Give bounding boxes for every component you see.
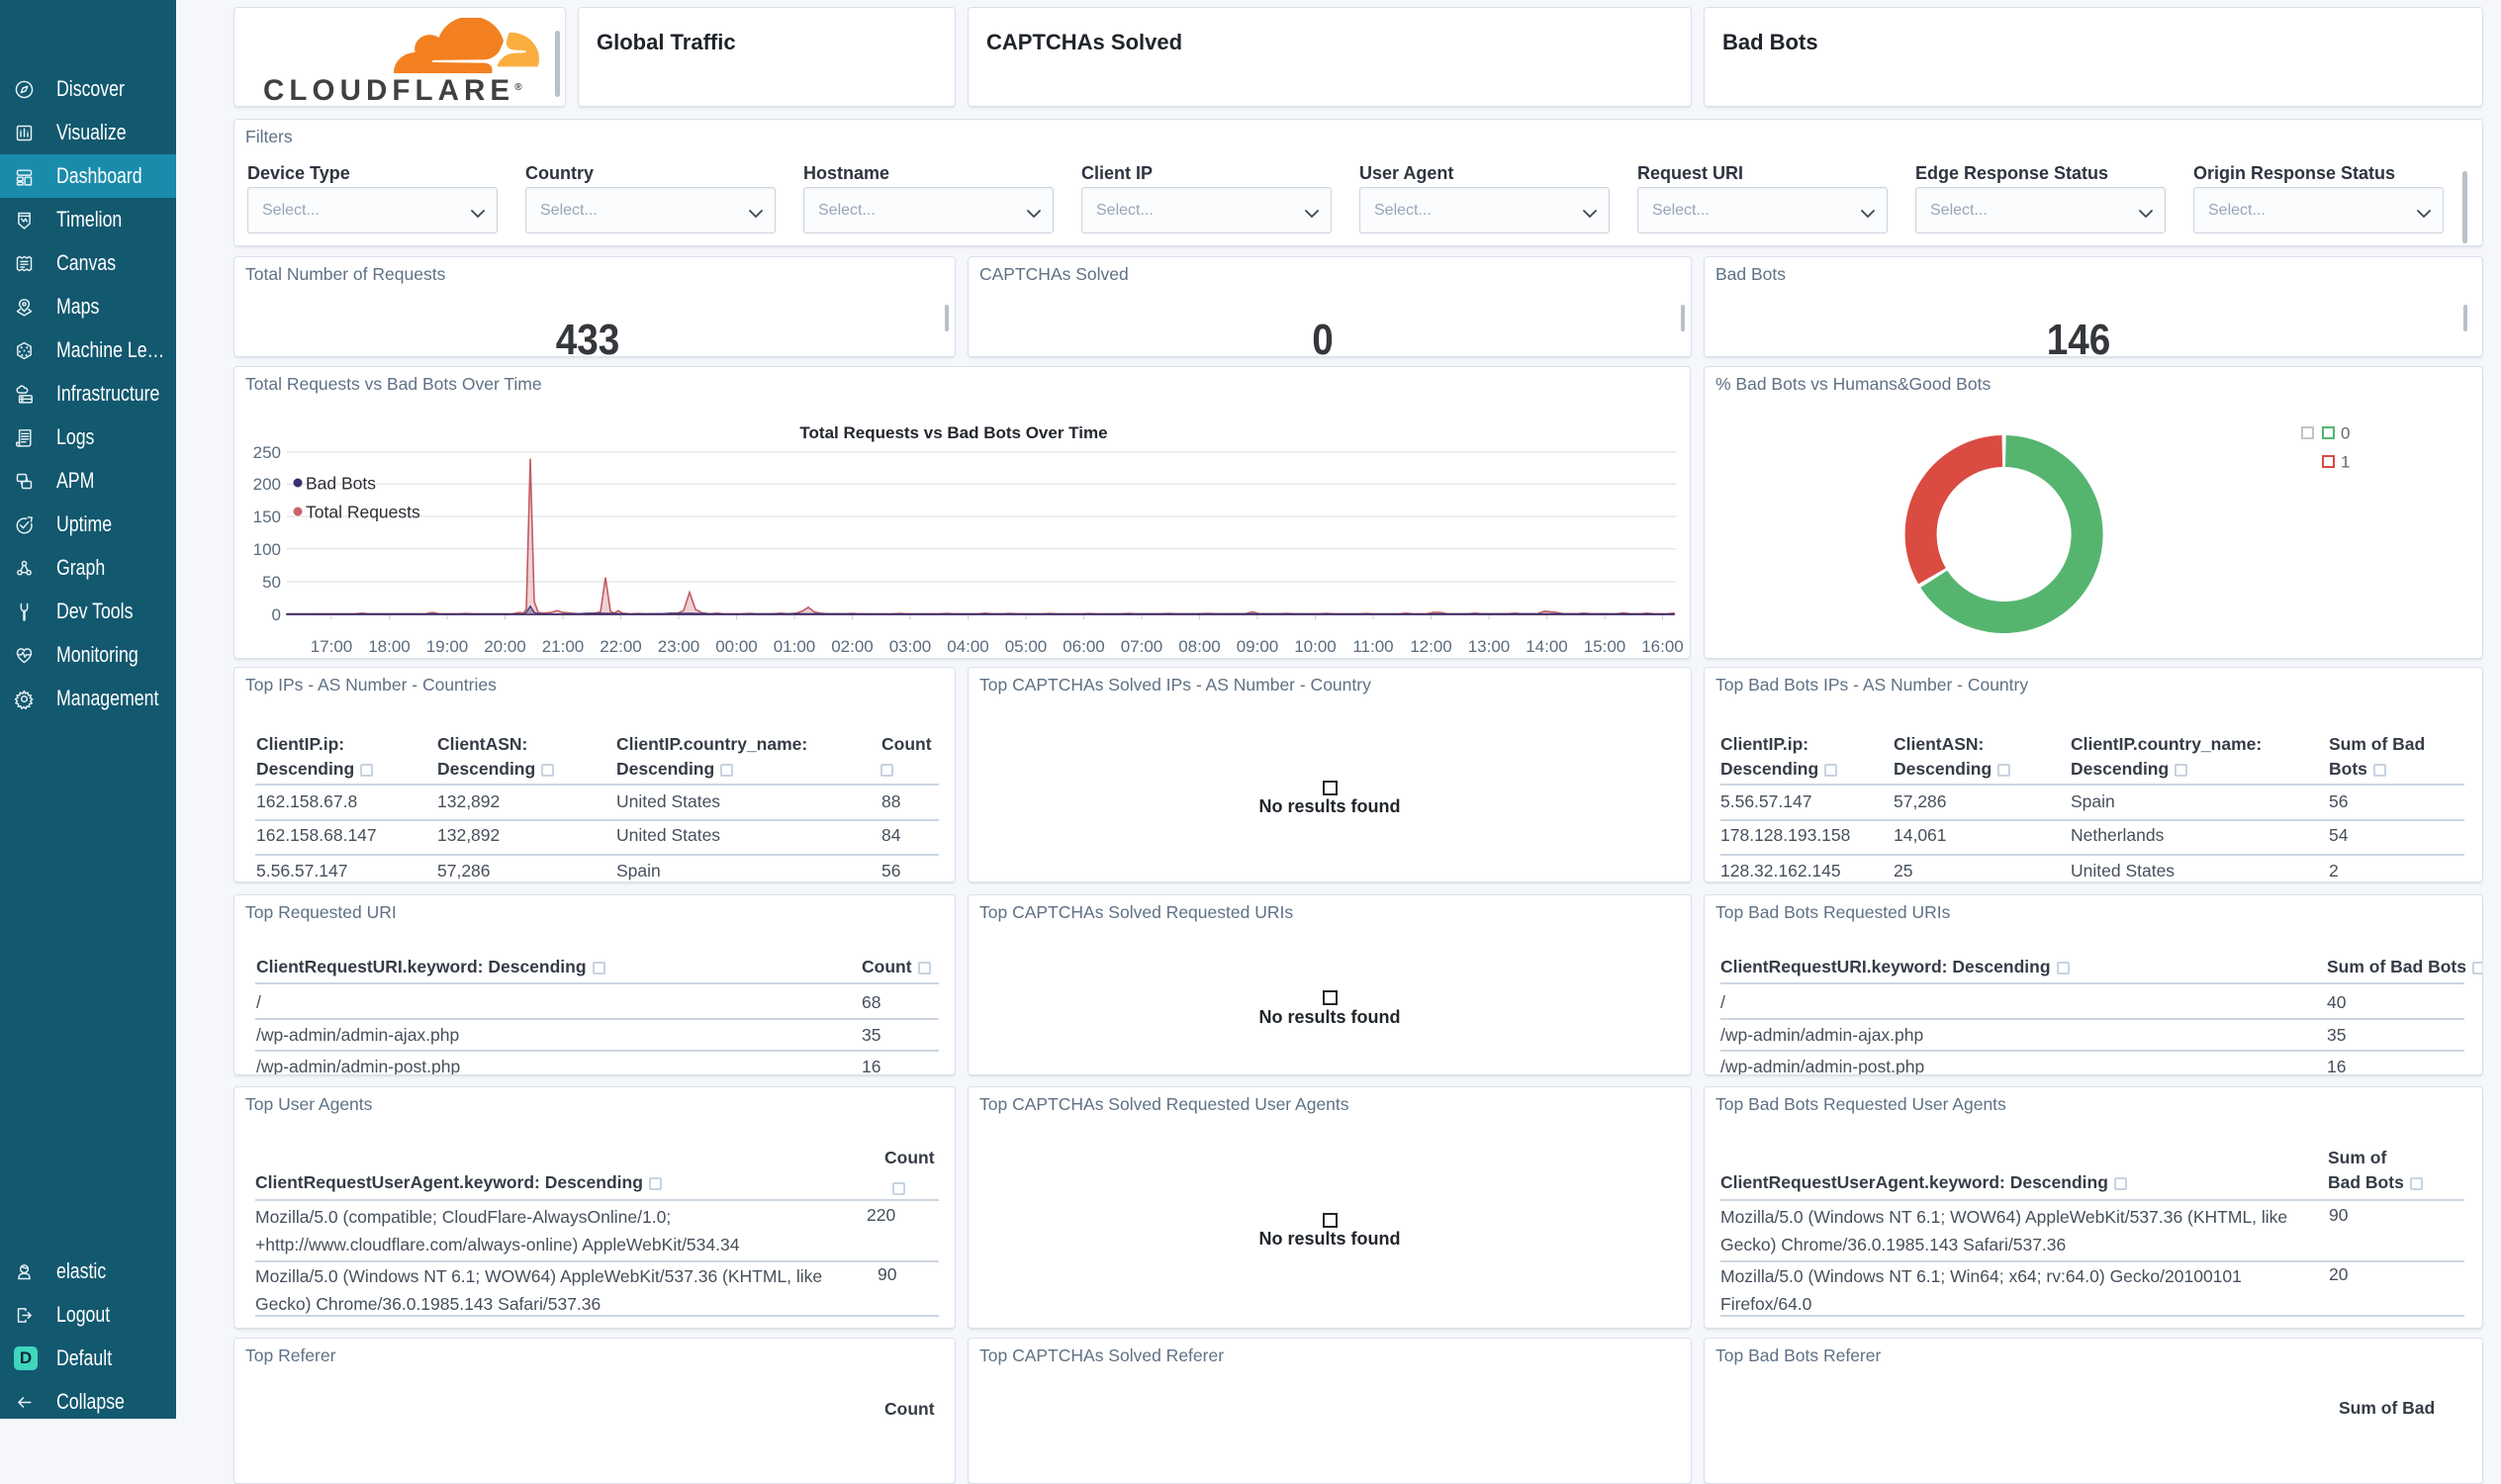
svg-text:13:00: 13:00 [1468,637,1511,656]
svg-text:11:00: 11:00 [1352,637,1393,656]
svg-text:Bad Bots: Bad Bots [306,474,376,494]
svg-text:Total Requests: Total Requests [306,503,420,522]
svg-text:06:00: 06:00 [1063,637,1105,656]
svg-text:16:00: 16:00 [1641,637,1684,656]
svg-text:250: 250 [253,443,281,462]
svg-text:21:00: 21:00 [542,637,585,656]
svg-text:0: 0 [2341,424,2350,443]
svg-text:12:00: 12:00 [1410,637,1452,656]
svg-text:0: 0 [272,605,281,624]
svg-text:07:00: 07:00 [1121,637,1163,656]
svg-text:19:00: 19:00 [426,637,469,656]
svg-text:Total Requests vs Bad Bots Ove: Total Requests vs Bad Bots Over Time [799,423,1107,442]
svg-text:18:00: 18:00 [368,637,411,656]
svg-text:01:00: 01:00 [774,637,816,656]
svg-text:20:00: 20:00 [484,637,526,656]
svg-text:10:00: 10:00 [1294,637,1337,656]
svg-text:03:00: 03:00 [889,637,932,656]
svg-text:14:00: 14:00 [1526,637,1568,656]
svg-text:100: 100 [253,540,281,559]
svg-text:17:00: 17:00 [311,637,353,656]
svg-text:200: 200 [253,475,281,494]
svg-text:1: 1 [2341,453,2350,472]
svg-text:150: 150 [253,508,281,526]
svg-text:04:00: 04:00 [947,637,989,656]
svg-text:05:00: 05:00 [1005,637,1048,656]
svg-text:02:00: 02:00 [831,637,874,656]
svg-text:08:00: 08:00 [1178,637,1221,656]
svg-text:22:00: 22:00 [600,637,642,656]
svg-text:50: 50 [262,573,281,592]
svg-text:00:00: 00:00 [715,637,758,656]
svg-text:23:00: 23:00 [658,637,700,656]
svg-text:09:00: 09:00 [1237,637,1279,656]
svg-text:15:00: 15:00 [1584,637,1626,656]
